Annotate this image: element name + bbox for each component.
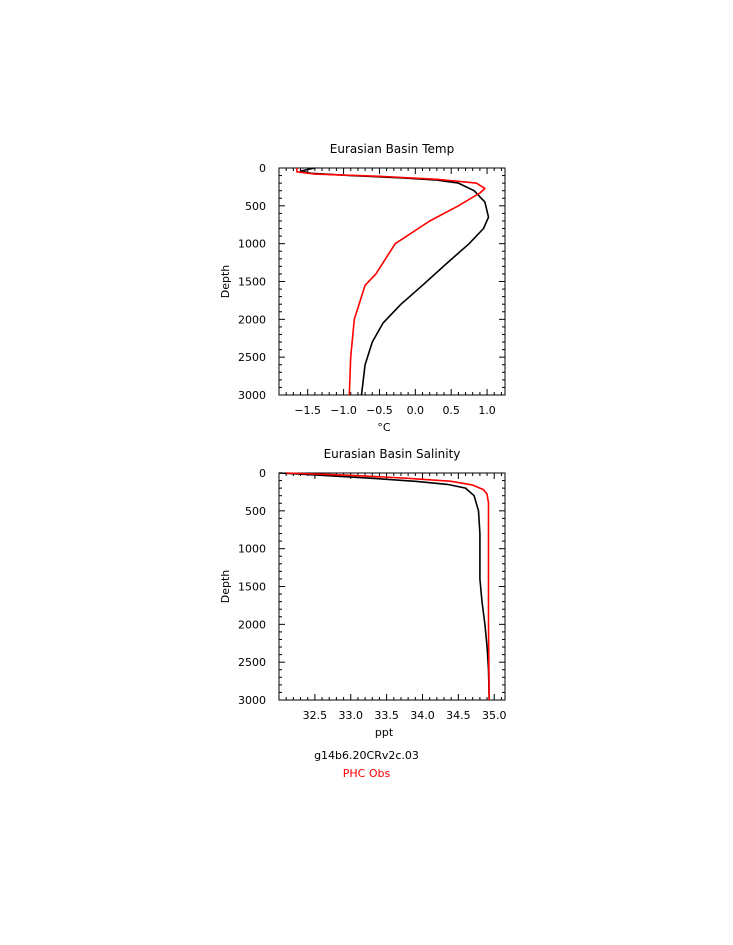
x-tick-label: 1.0 [478, 404, 496, 417]
series-line-model [278, 472, 490, 701]
y-tick-label: 500 [245, 200, 266, 213]
series-line-model [299, 167, 490, 396]
x-tick-label: −1.5 [294, 404, 321, 417]
x-tick-label: 0.5 [442, 404, 460, 417]
chart-title: Eurasian Basin Salinity [324, 447, 461, 461]
y-tick-label: 0 [259, 162, 266, 175]
chart-panel-2: Eurasian Basin Salinity 0 500 1000 1500 2000 2… [219, 447, 506, 739]
y-tick-label: 2000 [238, 618, 266, 631]
x-tick-label: 34.0 [410, 709, 435, 722]
x-tick-label: 33.5 [374, 709, 399, 722]
y-tick-label: 2500 [238, 656, 266, 669]
y-axis-label: Depth [219, 570, 232, 604]
y-axis-label: Depth [219, 265, 232, 299]
x-tick-label: 34.5 [446, 709, 471, 722]
y-tick-label: 0 [259, 467, 266, 480]
plot-frame [278, 167, 506, 396]
y-tick-label: 2000 [238, 313, 266, 326]
chart-panel-1: Eurasian Basin Temp 0 500 1000 1500 2000 2500 3… [219, 142, 506, 434]
y-tick-label: 1000 [238, 238, 266, 251]
series-line-obs [286, 472, 490, 701]
chart-title: Eurasian Basin Temp [330, 142, 454, 156]
plot-frame [278, 472, 506, 701]
x-tick-label: 0.0 [407, 404, 425, 417]
y-tick-label: 2500 [238, 351, 266, 364]
y-tick-label: 1000 [238, 543, 266, 556]
y-tick-label: 1500 [238, 581, 266, 594]
x-axis-label: ppt [375, 726, 394, 739]
series-line-obs [296, 168, 486, 396]
legend-model-label: g14b6.20CRv2c.03 [314, 749, 419, 762]
y-tick-label: 1500 [238, 276, 266, 289]
y-tick-label: 3000 [238, 694, 266, 707]
y-tick-label: 3000 [238, 389, 266, 402]
x-tick-label: 33.0 [338, 709, 363, 722]
x-tick-label: 32.5 [303, 709, 328, 722]
x-tick-label: −0.5 [366, 404, 393, 417]
y-tick-label: 500 [245, 505, 266, 518]
x-axis-label: °C [377, 421, 391, 434]
x-tick-label: 35.0 [482, 709, 507, 722]
legend-obs-label: PHC Obs [342, 767, 391, 780]
x-tick-label: −1.0 [330, 404, 357, 417]
